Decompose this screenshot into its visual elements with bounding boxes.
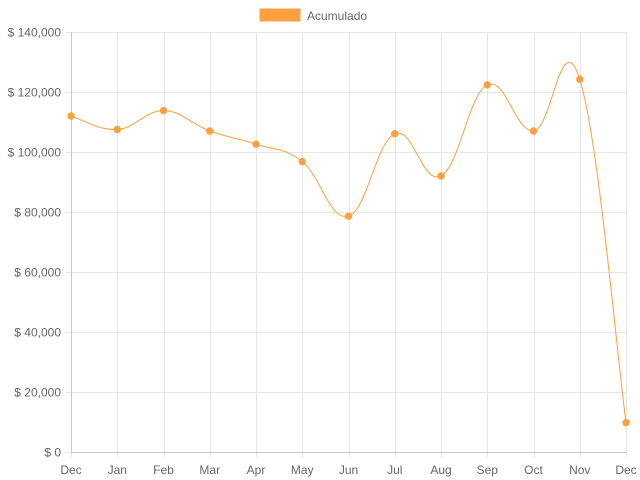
x-tick-label: May [291,463,314,477]
x-tick-label: Oct [524,463,543,477]
x-tick-label: Jun [339,463,358,477]
legend-label[interactable]: Acumulado [307,9,367,23]
y-tick-label: $ 140,000 [8,26,62,40]
y-tick-label: $ 60,000 [14,266,61,280]
x-tick-label: Dec [60,463,81,477]
legend-swatch[interactable] [259,8,301,22]
x-tick-label: Apr [247,463,266,477]
legend[interactable]: Acumulado [259,8,367,23]
y-tick-label: $ 120,000 [8,86,62,100]
data-point [344,212,353,220]
x-tick-label: Mar [199,463,220,477]
x-tick-label: Jul [387,463,402,477]
data-point [529,127,538,135]
y-tick-label: $ 100,000 [8,146,62,160]
data-point [252,140,260,148]
data-point [622,418,630,427]
data-point [206,127,214,135]
y-axis-tick-labels: $ 0 $ 20,000 $ 40,000 $ 60,000 $ 80,000 $ 100… [8,26,62,460]
data-point [437,172,445,180]
y-tick-label: $ 0 [44,446,61,460]
series-line [70,61,627,423]
data-point [483,81,491,89]
series-layer [67,61,630,427]
data-point [67,112,75,120]
data-point [576,75,584,84]
data-point [298,157,306,166]
x-tick-label: Feb [153,463,174,477]
x-tick-label: Jan [108,463,127,477]
y-tick-label: $ 40,000 [14,326,61,340]
y-tick-label: $ 80,000 [14,206,61,220]
x-tick-label: Dec [615,463,636,477]
x-tick-label: Sep [477,463,499,477]
grid-lines [66,32,627,457]
x-axis-tick-labels: Dec Jan Feb Mar Apr May Jun Jul Aug Sep Oct Nov Dec [60,463,636,477]
x-tick-label: Aug [430,463,451,477]
data-point [159,106,168,115]
y-tick-label: $ 20,000 [14,386,61,400]
x-tick-label: Nov [569,463,590,477]
axes [71,32,626,453]
data-point [391,130,399,138]
data-point [113,125,121,134]
